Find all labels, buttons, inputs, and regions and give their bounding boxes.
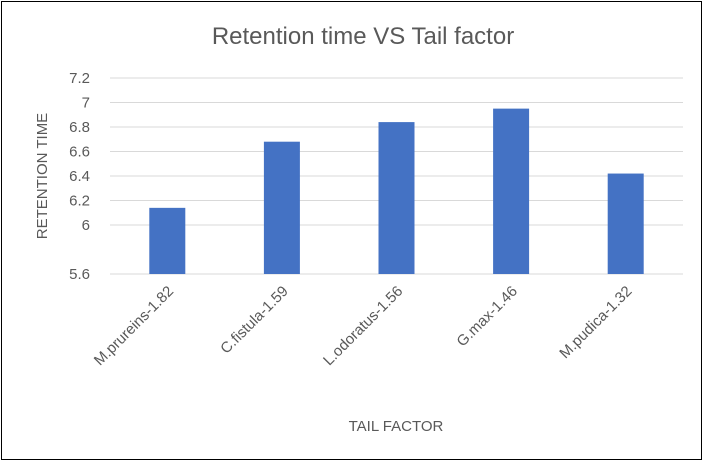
- bar: [149, 207, 186, 274]
- bar: [263, 141, 300, 274]
- x-tick-label: G.max-1.46: [453, 283, 520, 350]
- x-tick-label: M.pudica-1.32: [556, 283, 635, 362]
- y-axis-ticks: 5.6 6 6.2 6.4 6.6 6.8 7 7.2: [69, 70, 90, 283]
- x-axis-title: TAIL FACTOR: [349, 418, 444, 435]
- x-tick-label: M.prureins-1.82: [91, 283, 177, 369]
- bar: [607, 173, 644, 274]
- bar: [378, 122, 415, 274]
- y-tick-label: 6.8: [69, 119, 90, 136]
- chart-title: Retention time VS Tail factor: [212, 23, 514, 50]
- y-tick-label: 7.2: [69, 70, 90, 87]
- x-tick-label: L.odoratus-1.56: [320, 283, 406, 369]
- y-tick-label: 6: [82, 217, 90, 234]
- y-tick-label: 5.6: [69, 266, 90, 283]
- bar: [493, 108, 530, 274]
- y-tick-label: 6.6: [69, 144, 90, 161]
- y-tick-label: 7: [82, 95, 90, 112]
- y-axis-title: RETENTION TIME: [34, 113, 51, 239]
- y-tick-label: 6.4: [69, 168, 90, 185]
- y-tick-label: 6.2: [69, 193, 90, 210]
- x-axis-ticks: M.prureins-1.82 C.fistula-1.59 L.odoratus-…: [91, 283, 636, 369]
- x-tick-label: C.fistula-1.59: [217, 283, 292, 358]
- bars: [149, 108, 644, 274]
